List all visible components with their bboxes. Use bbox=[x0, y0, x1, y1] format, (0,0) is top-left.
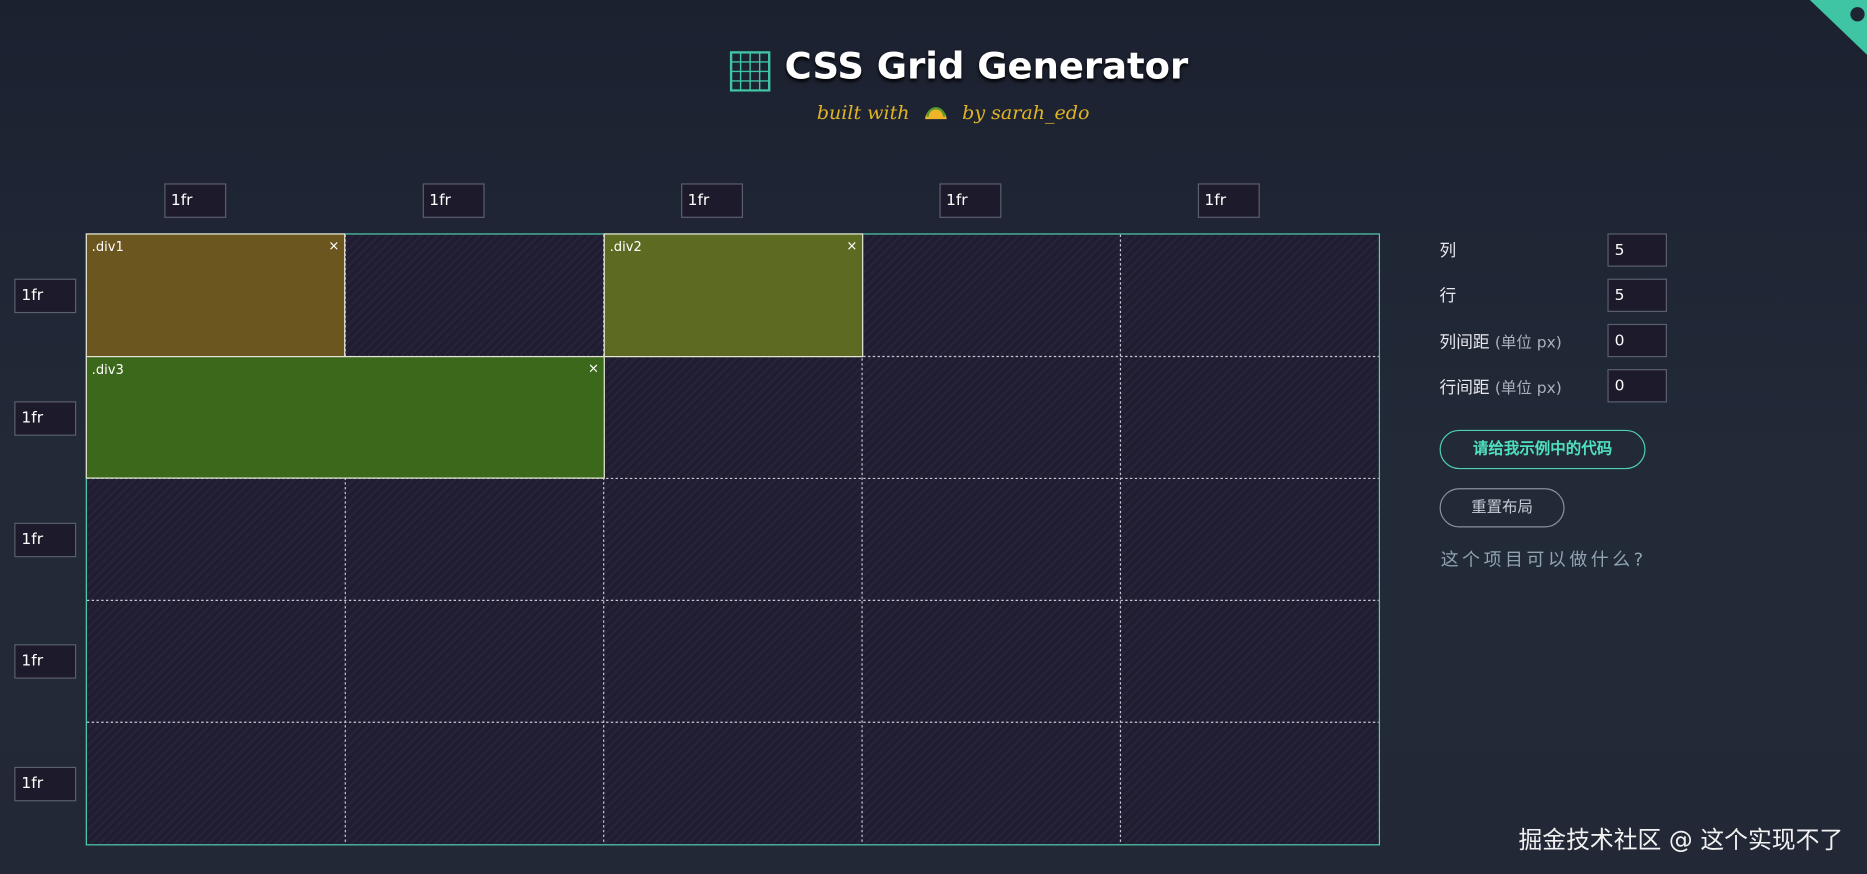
grid-item[interactable]: .div2 × bbox=[603, 233, 864, 358]
subtitle-after: by sarah_edo bbox=[962, 101, 1090, 124]
row-size-input[interactable]: 1fr bbox=[14, 400, 77, 436]
row-gap-input[interactable]: 0 bbox=[1607, 369, 1667, 403]
column-size-input[interactable]: 1fr bbox=[422, 183, 485, 218]
label-text: 列间距 bbox=[1439, 333, 1490, 353]
row-size-input[interactable]: 1fr bbox=[14, 522, 77, 558]
grid-item[interactable]: .div1 × bbox=[85, 233, 346, 358]
reset-button[interactable]: 重置布局 bbox=[1439, 488, 1565, 528]
row-size-input[interactable]: 1fr bbox=[14, 278, 77, 314]
row-size-input[interactable]: 1fr bbox=[14, 644, 77, 680]
row-size-input[interactable]: 1fr bbox=[14, 766, 77, 802]
item-label: .div2 bbox=[609, 239, 642, 255]
rows-input[interactable]: 5 bbox=[1607, 278, 1667, 312]
watermark: 掘金技术社区 @ 这个实现不了 bbox=[1518, 825, 1844, 854]
remove-button[interactable]: × bbox=[587, 360, 599, 377]
unit: (单位 px) bbox=[1494, 334, 1562, 353]
remove-button[interactable]: × bbox=[846, 238, 858, 254]
subtitle: built with by sarah_edo bbox=[817, 101, 1090, 124]
column-gap-input[interactable]: 0 bbox=[1607, 323, 1667, 358]
about-link[interactable]: 这个项目可以做什么? bbox=[1440, 548, 1647, 571]
item-label: .div1 bbox=[91, 239, 124, 255]
title: CSS Grid Generator bbox=[784, 45, 1189, 89]
column-size-input[interactable]: 1fr bbox=[1197, 183, 1260, 218]
subtitle-before: built with bbox=[816, 101, 910, 124]
remove-button[interactable]: × bbox=[328, 238, 340, 254]
grid-icon bbox=[729, 51, 771, 92]
label-text: 行间距 bbox=[1439, 378, 1490, 398]
row-gap-label: 行间距 (单位 px) bbox=[1440, 375, 1562, 399]
column-gap-label: 列间距 (单位 px) bbox=[1440, 330, 1562, 354]
unit: (单位 px) bbox=[1494, 379, 1562, 398]
grid-item[interactable]: .div3 × bbox=[85, 356, 605, 479]
rows-label: 行 bbox=[1439, 286, 1457, 307]
code-button[interactable]: 请给我示例中的代码 bbox=[1439, 429, 1646, 470]
taco-icon bbox=[925, 107, 947, 120]
column-size-input[interactable]: 1fr bbox=[680, 183, 743, 218]
column-size-input[interactable]: 1fr bbox=[938, 183, 1001, 218]
columns-input[interactable]: 5 bbox=[1607, 233, 1667, 267]
github-corner[interactable] bbox=[1809, 0, 1867, 55]
column-size-input[interactable]: 1fr bbox=[163, 183, 226, 218]
columns-label: 列 bbox=[1439, 241, 1457, 261]
item-label: .div3 bbox=[91, 361, 124, 378]
